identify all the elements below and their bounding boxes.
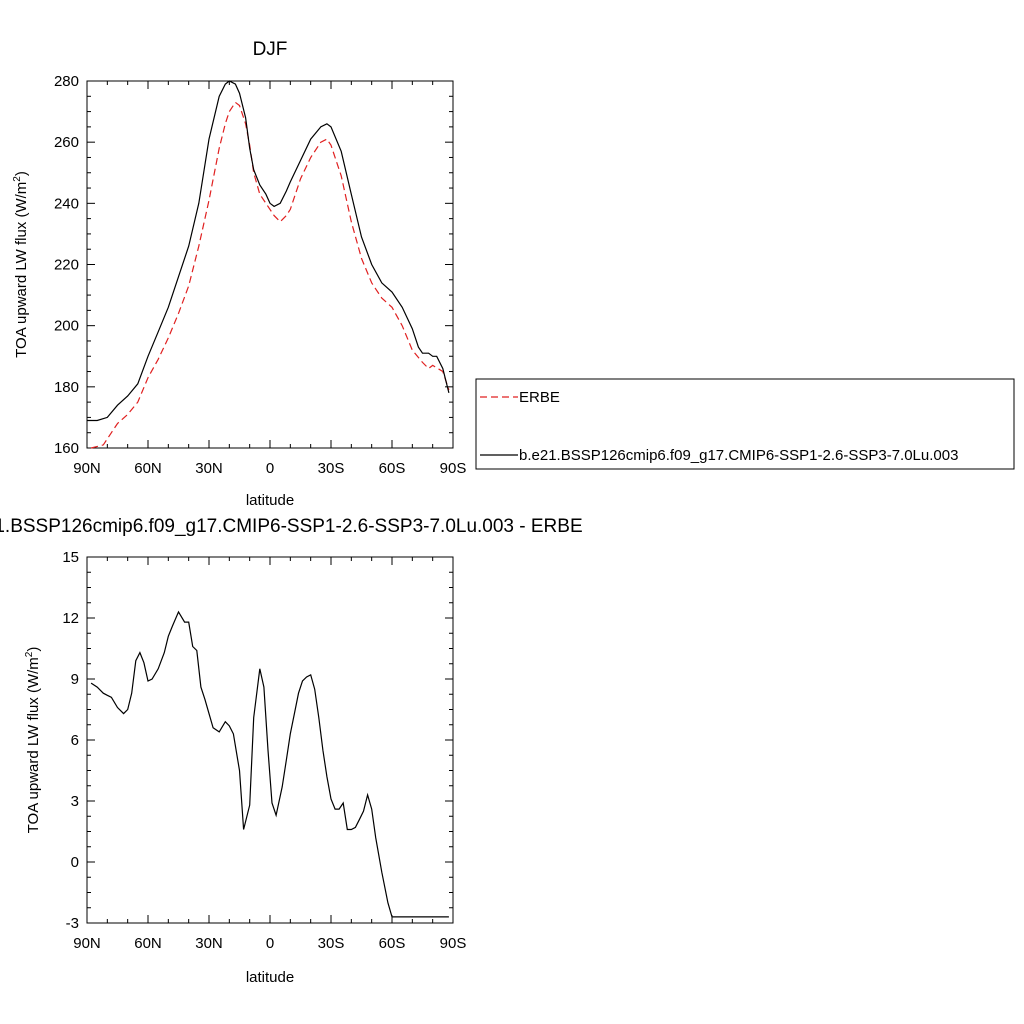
y-axis-label-text: TOA upward LW flux (W/m (25, 657, 42, 833)
y-axis-label-superscript: 2 (24, 651, 35, 657)
y-tick-label: 9 (71, 671, 79, 688)
x-axis-label: latitude (246, 492, 294, 509)
x-tick-label: 60N (134, 935, 162, 952)
y-tick-label: 220 (54, 257, 79, 274)
legend-box (475, 378, 1015, 470)
y-tick-label: 200 (54, 318, 79, 335)
chart-title: DJF (253, 39, 288, 60)
legend-entry-label: b.e21.BSSP126cmip6.f09_g17.CMIP6-SSP1-2.… (519, 447, 958, 464)
y-tick-label: 240 (54, 195, 79, 212)
series-line-1 (90, 610, 449, 918)
y-tick-label: 180 (54, 379, 79, 396)
y-tick-label: 6 (71, 732, 79, 749)
x-tick-label: 90S (440, 935, 467, 952)
y-tick-label: 260 (54, 134, 79, 151)
chart-panel-1: 160 180 200 220 240 260 280 90N 60N 30N 0 30S 60S 90S… (12, 39, 1015, 509)
x-tick-label: 90S (440, 460, 467, 477)
x-tick-label: 30S (318, 935, 345, 952)
plot-frame (86, 556, 454, 924)
y-tick-label: 15 (62, 549, 79, 566)
x-tick-label: 30S (318, 460, 345, 477)
chart-panel-2: -3 0 3 6 9 12 15 90N 60N 30N 0 30S 60S 90S b.e21.BSSP1… (0, 516, 583, 986)
x-tick-label: 60S (379, 935, 406, 952)
x-tick-label: 60N (134, 460, 162, 477)
x-tick-label: 90N (73, 935, 101, 952)
chart-title: b.e21.BSSP126cmip6.f09_g17.CMIP6-SSP1-2.… (0, 516, 583, 537)
y-tick-label: 3 (71, 793, 79, 810)
x-tick-label: 0 (266, 935, 274, 952)
y-tick-label: 160 (54, 440, 79, 457)
y-tick-label: -3 (66, 915, 79, 932)
y-axis-label-close: ) (13, 171, 30, 176)
y-tick-label: 280 (54, 73, 79, 90)
series-line-1 (90, 101, 450, 449)
legend-entry-label: ERBE (519, 389, 560, 406)
y-axis-label: TOA upward LW flux (W/m2) (12, 171, 30, 358)
x-tick-label: 30N (195, 935, 223, 952)
legend: ERBE b.e21.BSSP126cmip6.f09_g17.CMIP6-SSP… (475, 378, 1015, 470)
x-tick-label: 0 (266, 460, 274, 477)
x-tick-label: 90N (73, 460, 101, 477)
x-tick-label: 60S (379, 460, 406, 477)
series-line-2 (87, 80, 450, 422)
y-axis-label-close: ) (25, 647, 42, 652)
x-tick-label: 30N (195, 460, 223, 477)
y-tick-label: 0 (71, 854, 79, 871)
x-axis-label: latitude (246, 969, 294, 986)
y-axis-label: TOA upward LW flux (W/m2) (24, 647, 42, 834)
y-axis-label-text: TOA upward LW flux (W/m (13, 182, 30, 358)
y-tick-label: 12 (62, 610, 79, 627)
y-axis-label-superscript: 2 (12, 176, 23, 182)
